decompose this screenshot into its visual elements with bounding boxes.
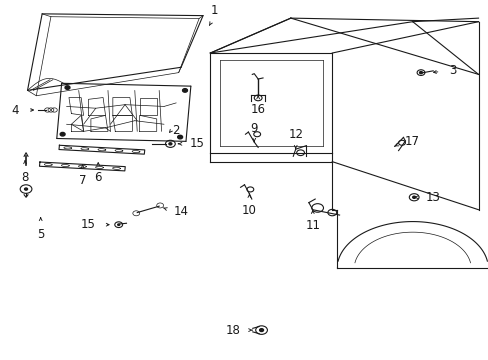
Circle shape bbox=[65, 86, 70, 89]
Text: 13: 13 bbox=[425, 191, 440, 204]
Text: 3: 3 bbox=[448, 64, 456, 77]
Text: 7: 7 bbox=[79, 174, 86, 187]
Circle shape bbox=[259, 329, 263, 332]
Circle shape bbox=[419, 72, 422, 74]
Text: 9: 9 bbox=[250, 122, 258, 135]
Circle shape bbox=[60, 132, 65, 136]
Circle shape bbox=[168, 143, 171, 145]
Text: 6: 6 bbox=[94, 171, 102, 184]
Text: 18: 18 bbox=[225, 324, 240, 337]
Text: 2: 2 bbox=[172, 124, 180, 137]
Circle shape bbox=[118, 224, 120, 225]
Text: 10: 10 bbox=[242, 204, 256, 217]
Circle shape bbox=[24, 188, 27, 190]
Text: 12: 12 bbox=[287, 129, 303, 141]
Text: 4: 4 bbox=[12, 104, 19, 117]
Circle shape bbox=[177, 135, 182, 139]
Text: 8: 8 bbox=[21, 171, 29, 184]
Text: 15: 15 bbox=[189, 137, 204, 150]
Text: 5: 5 bbox=[37, 228, 44, 240]
Circle shape bbox=[412, 196, 415, 198]
Text: 11: 11 bbox=[305, 219, 320, 231]
Circle shape bbox=[182, 89, 187, 92]
Text: 16: 16 bbox=[250, 103, 265, 116]
Text: 17: 17 bbox=[404, 135, 419, 148]
Text: 14: 14 bbox=[173, 205, 188, 218]
Text: 15: 15 bbox=[81, 218, 96, 231]
Text: 1: 1 bbox=[210, 4, 218, 17]
